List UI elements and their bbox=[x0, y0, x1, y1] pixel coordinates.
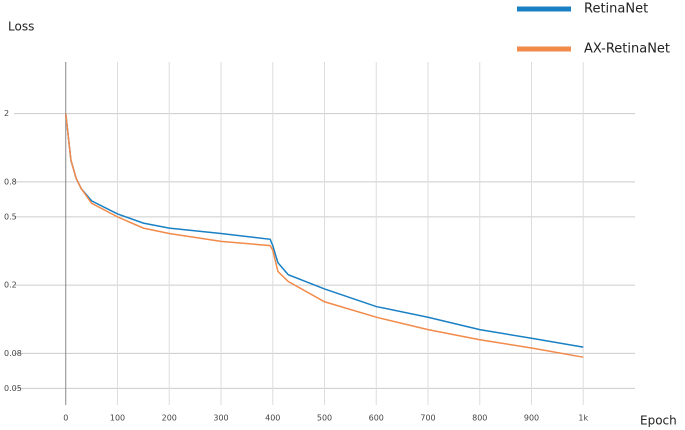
legend-label: RetinaNet bbox=[584, 2, 648, 17]
x-tick-label: 300 bbox=[213, 414, 228, 423]
x-axis-label: Epoch bbox=[640, 414, 677, 428]
series-line bbox=[65, 113, 584, 358]
y-axis-label: Loss bbox=[8, 20, 34, 34]
x-tick-label: 600 bbox=[369, 414, 384, 423]
x-tick-label: 0 bbox=[63, 414, 68, 423]
y-tick-label: 0.05 bbox=[4, 384, 22, 393]
x-tick-label: 800 bbox=[472, 414, 487, 423]
x-tick-label: 100 bbox=[110, 414, 125, 423]
y-tick-label: 2 bbox=[4, 109, 9, 118]
x-tick-label: 500 bbox=[317, 414, 332, 423]
x-tick-label: 200 bbox=[162, 414, 177, 423]
y-tick-label: 0.8 bbox=[4, 177, 17, 186]
x-tick-label: 900 bbox=[524, 414, 539, 423]
y-tick-label: 0.08 bbox=[4, 349, 22, 358]
y-tick-label: 0.5 bbox=[4, 212, 17, 221]
legend-label: AX-RetinaNet bbox=[584, 42, 670, 57]
x-tick-label: 400 bbox=[265, 414, 280, 423]
y-tick-label: 0.2 bbox=[4, 281, 17, 290]
x-tick-label: 1k bbox=[578, 414, 588, 423]
x-tick-label: 700 bbox=[420, 414, 435, 423]
